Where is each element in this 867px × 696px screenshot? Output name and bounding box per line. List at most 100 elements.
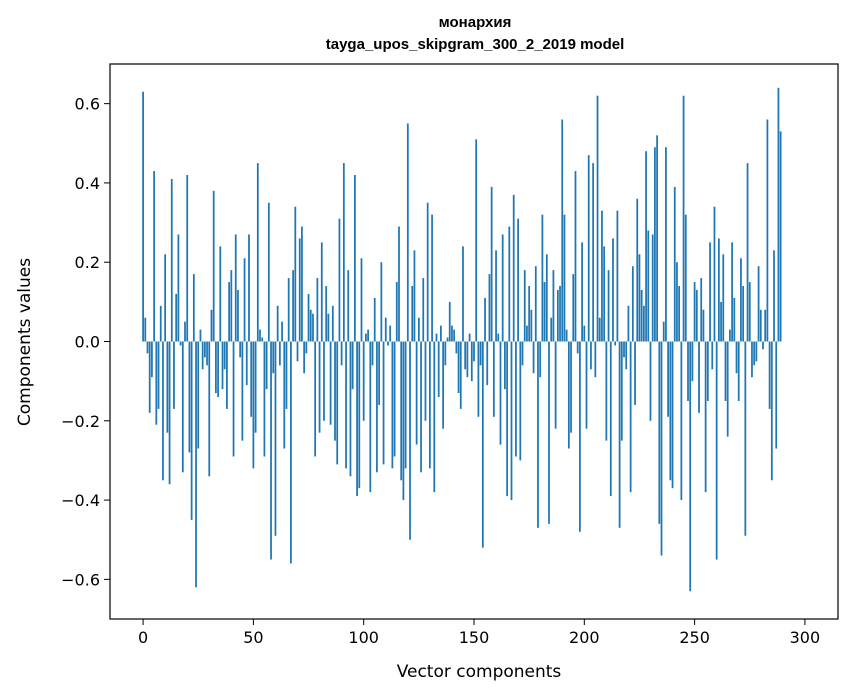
- bar: [345, 341, 347, 469]
- bar: [773, 250, 775, 342]
- bar: [237, 289, 239, 342]
- bars-group: [142, 87, 782, 592]
- bar: [481, 341, 484, 548]
- bar: [395, 282, 398, 342]
- bar: [495, 250, 497, 342]
- bar: [620, 341, 623, 441]
- bar: [393, 341, 396, 457]
- bar: [184, 321, 186, 342]
- bar: [548, 341, 550, 524]
- bar: [303, 341, 306, 374]
- bar: [753, 341, 756, 366]
- bar: [298, 238, 301, 342]
- bar: [545, 254, 548, 342]
- bar: [362, 341, 365, 421]
- bar: [517, 218, 519, 342]
- bar: [164, 254, 167, 342]
- bar: [153, 171, 155, 342]
- bar: [490, 186, 493, 342]
- bar: [389, 325, 392, 342]
- bar: [281, 321, 283, 342]
- bar: [497, 333, 500, 342]
- bar: [151, 341, 153, 378]
- bar: [680, 341, 683, 501]
- chart-subtitle: tayga_upos_skipgram_300_2_2019 model: [326, 36, 625, 53]
- bar: [384, 317, 387, 342]
- bar: [265, 341, 268, 390]
- bar: [470, 341, 473, 382]
- bar: [329, 341, 332, 425]
- x-tick-label: 50: [243, 628, 263, 647]
- y-axis-label: Components values: [15, 258, 35, 426]
- bar: [320, 242, 323, 342]
- bar: [742, 286, 745, 342]
- bar: [219, 246, 222, 342]
- bar: [581, 242, 583, 342]
- bar: [254, 341, 257, 433]
- bar: [256, 163, 259, 342]
- bar: [228, 282, 230, 342]
- bar: [325, 286, 328, 342]
- y-axis-ticks: −0.6 −0.4 −0.2 0.0 0.2 0.4 0.6: [61, 95, 110, 589]
- bar: [448, 301, 451, 342]
- bar: [676, 262, 678, 342]
- bar: [459, 341, 462, 409]
- bar: [391, 341, 394, 469]
- bar: [704, 341, 707, 493]
- bar: [662, 321, 665, 342]
- bar: [360, 258, 363, 342]
- bar: [349, 341, 352, 477]
- y-tick-label: −0.6: [61, 570, 100, 589]
- bar: [157, 341, 160, 409]
- bar: [307, 293, 310, 342]
- bar: [159, 305, 162, 342]
- bar: [415, 341, 418, 445]
- bar: [759, 309, 762, 342]
- bar: [201, 341, 204, 370]
- y-tick-label: 0.4: [75, 174, 100, 193]
- bar: [347, 270, 350, 342]
- bar: [312, 313, 314, 342]
- y-tick-label: 0.0: [75, 333, 100, 352]
- bar: [380, 262, 383, 342]
- bar: [429, 341, 431, 469]
- bar: [272, 341, 275, 374]
- bar: [552, 270, 555, 342]
- bar: [731, 242, 733, 342]
- bar: [764, 309, 767, 342]
- bar: [623, 341, 625, 358]
- bar: [642, 305, 645, 342]
- bar: [455, 341, 458, 354]
- bar: [629, 341, 632, 493]
- bar: [148, 341, 151, 413]
- bar: [199, 329, 202, 342]
- bar: [318, 341, 321, 433]
- bar: [413, 250, 416, 342]
- bar: [556, 289, 559, 342]
- bar: [382, 341, 385, 465]
- bar: [596, 95, 599, 342]
- bar: [695, 289, 698, 342]
- bar: [195, 341, 197, 588]
- bar: [475, 139, 478, 342]
- bar: [230, 270, 233, 342]
- bar: [292, 270, 294, 342]
- bar: [537, 341, 539, 528]
- bar: [667, 341, 670, 417]
- bar: [757, 266, 760, 342]
- bar: [559, 286, 561, 342]
- bar: [387, 341, 389, 346]
- bar: [590, 341, 592, 370]
- bar: [179, 341, 182, 346]
- bar: [440, 325, 442, 342]
- bar: [598, 317, 601, 342]
- bar: [267, 202, 270, 342]
- bar: [270, 341, 272, 560]
- chart-title: монархия: [439, 14, 512, 31]
- bar: [755, 341, 758, 362]
- bar: [192, 274, 195, 342]
- bar: [453, 329, 456, 342]
- bar: [426, 202, 429, 342]
- bar: [142, 91, 144, 342]
